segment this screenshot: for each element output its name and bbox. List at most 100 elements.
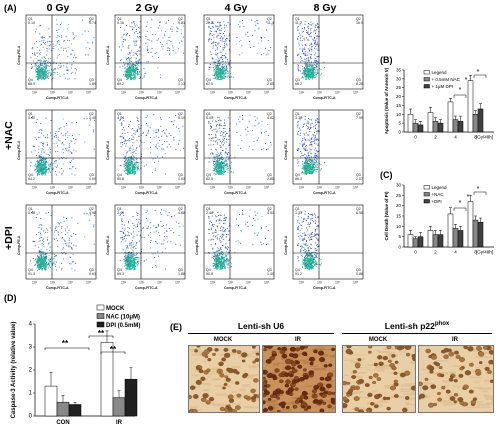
- cell-nucleus: [373, 362, 378, 367]
- bar-b-2-s1: [432, 121, 439, 133]
- legend-label: + 1μM DPI: [432, 84, 453, 89]
- quadrant-label: Q2: [267, 207, 272, 211]
- legend-swatch: [423, 199, 430, 204]
- quadrant-value: 3.40: [117, 211, 124, 215]
- tissue-fiber: [388, 372, 398, 375]
- cell-nucleus: [366, 409, 371, 412]
- y-axis-label: Apoptosis (Value of Annexin V): [384, 67, 389, 134]
- cell-nucleus: [370, 402, 375, 406]
- cell-nucleus: [191, 408, 198, 412]
- cell-nucleus: [386, 406, 391, 411]
- bar-b-0-s1: [412, 122, 419, 133]
- quadrant-label: Q2: [356, 17, 361, 21]
- x-axis-label: Comp-FITC-A: [46, 286, 69, 290]
- cell-nucleus: [295, 347, 301, 352]
- tissue-fiber: [358, 396, 370, 399]
- tissue-fiber: [268, 371, 278, 374]
- quadrant-value: 2.07: [356, 177, 363, 181]
- cell-nucleus: [373, 404, 379, 409]
- x-tick-label: 10⁵: [353, 91, 359, 95]
- cell-nucleus: [263, 369, 268, 375]
- tissue-fiber: [435, 360, 448, 362]
- bar-d-ir-s1: [112, 397, 126, 417]
- x-tick-label: 10⁵: [175, 186, 181, 190]
- flow-plot-r0-c1: Q1 0.16 Q2 9.81 Q4 89.2 Q3 1.13 10² 10³ 10⁴ 10⁵ Comp…: [105, 13, 189, 101]
- y-tick-label: 5: [398, 234, 401, 239]
- legend-swatch: [423, 185, 430, 190]
- cell-nucleus: [299, 346, 305, 350]
- tissue-fiber: [467, 407, 480, 409]
- tissue-fiber: [439, 388, 445, 390]
- x-axis-label: Comp-FITC-A: [313, 286, 336, 290]
- quadrant-label: Q3: [267, 78, 272, 82]
- cell-nucleus: [437, 391, 441, 396]
- x-axis-label: Comp-FITC-A: [313, 96, 336, 100]
- cell-nucleus: [201, 397, 207, 402]
- significance-star: *: [467, 194, 470, 201]
- ihc-image-u6-mock: [188, 345, 260, 413]
- legend-swatch: [423, 192, 430, 197]
- quadrant-label: Q2: [178, 207, 183, 211]
- x-tick-label: 10⁵: [264, 186, 270, 190]
- cell-nucleus: [458, 373, 464, 378]
- cell-nucleus: [382, 355, 388, 361]
- bar-d-con-s0: [44, 385, 58, 417]
- y-axis-label: Comp-PE-A: [195, 140, 199, 160]
- x-tick-label: 10²: [299, 186, 305, 190]
- tissue-fiber: [410, 391, 415, 395]
- quadrant-value: 2.85: [267, 177, 274, 181]
- quadrant-value: 7.99: [356, 116, 363, 120]
- ihc-group-u6-title: Lenti-sh U6: [237, 321, 285, 331]
- tissue-fiber: [312, 347, 325, 351]
- cell-nucleus: [453, 379, 458, 383]
- cell-nucleus: [422, 385, 429, 391]
- cell-nucleus: [364, 383, 370, 388]
- tissue-fiber: [388, 352, 395, 355]
- tissue-fiber: [344, 374, 349, 377]
- tissue-fiber: [255, 364, 259, 367]
- cell-nucleus: [358, 378, 365, 384]
- cell-nucleus: [478, 361, 483, 365]
- tissue-fiber: [328, 395, 335, 397]
- x-tick-label: 10⁴: [68, 91, 74, 95]
- cell-nucleus: [303, 395, 309, 400]
- tissue-fiber: [448, 371, 454, 375]
- cell-nucleus: [393, 371, 398, 375]
- cell-nucleus: [224, 408, 229, 412]
- quadrant-value: 16.9: [356, 21, 363, 25]
- cell-nucleus: [319, 392, 323, 396]
- tissue-fiber: [475, 356, 488, 358]
- tissue-fiber: [227, 352, 237, 356]
- quadrant-value: 94.2: [28, 177, 35, 181]
- tissue-fiber: [350, 375, 363, 379]
- cell-nucleus: [251, 346, 256, 349]
- tissue-fiber: [472, 381, 480, 383]
- ihc-sub-label-1: MOCK: [213, 337, 233, 343]
- legend-label: MOCK: [106, 306, 125, 312]
- legend-swatch: [423, 84, 430, 89]
- tissue-fiber: [378, 351, 387, 353]
- tissue-fiber: [208, 402, 215, 405]
- legend-label: Legend: [432, 70, 448, 75]
- quadrant-value: 0.61: [89, 272, 96, 276]
- cell-nucleus: [394, 360, 399, 364]
- significance-bracket: [44, 347, 90, 350]
- quadrant-value: 1.00: [89, 177, 96, 181]
- quadrant-value: 90.8: [206, 272, 213, 276]
- tissue-fiber: [258, 346, 259, 349]
- tissue-fiber: [452, 365, 466, 368]
- x-tick-label: 10²: [121, 91, 127, 95]
- column-header-2gy: 2 Gy: [135, 2, 159, 14]
- tissue-fiber: [241, 393, 256, 395]
- x-axis-label: Comp-FITC-A: [313, 191, 336, 195]
- quadrant-label: Q2: [89, 207, 94, 211]
- y-tick-label: 20: [396, 94, 402, 99]
- y-axis-label: Comp-PE-A: [106, 140, 110, 160]
- cell-nucleus: [319, 408, 325, 412]
- cell-nucleus: [411, 353, 415, 359]
- tissue-fiber: [375, 350, 380, 352]
- cell-nucleus: [393, 379, 398, 384]
- quadrant-value: 4.98: [89, 211, 96, 215]
- x-tick-label: 10²: [32, 91, 38, 95]
- x-axis-label: Comp-FITC-A: [224, 191, 247, 195]
